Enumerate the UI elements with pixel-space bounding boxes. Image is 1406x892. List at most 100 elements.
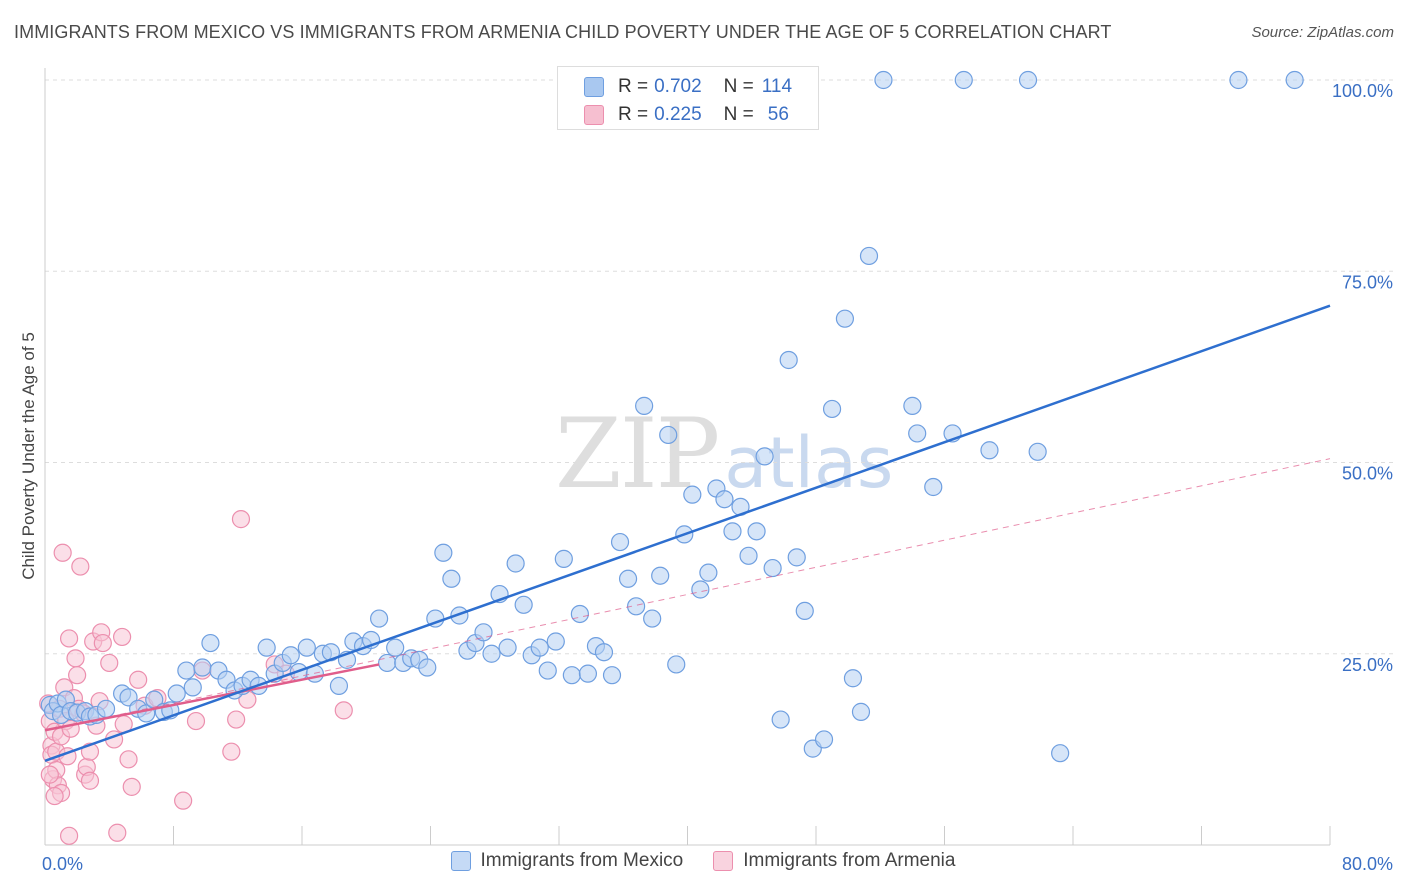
point-mexico — [715, 490, 734, 509]
point-mexico — [554, 549, 573, 568]
stats-swatch-mexico — [584, 77, 604, 97]
point-mexico — [843, 669, 863, 688]
point-mexico — [201, 633, 220, 653]
point-mexico — [193, 658, 212, 677]
point-armenia — [227, 710, 246, 729]
point-mexico — [442, 569, 461, 588]
stats-legend-box: R = 0.702 N = 114 R = 0.225 N = 56 — [557, 66, 819, 130]
source-text: Source: ZipAtlas.com — [1251, 24, 1394, 41]
point-mexico — [1051, 744, 1070, 763]
legend-label-mexico: Immigrants from Mexico — [480, 850, 684, 871]
point-mexico — [530, 638, 549, 657]
point-mexico — [386, 638, 405, 657]
point-mexico — [482, 644, 501, 663]
point-mexico — [980, 441, 999, 460]
point-mexico — [329, 676, 349, 695]
point-mexico — [739, 546, 758, 565]
point-armenia — [108, 823, 127, 842]
point-armenia — [122, 777, 141, 796]
point-mexico — [851, 702, 871, 721]
point-mexico — [1229, 70, 1248, 90]
point-armenia — [119, 750, 138, 769]
point-mexico — [822, 399, 842, 419]
point-mexico — [1018, 70, 1038, 90]
point-mexico — [771, 710, 790, 729]
point-mexico — [370, 609, 389, 628]
y-tick-label-25: 25.0% — [1342, 655, 1393, 675]
point-armenia — [222, 742, 241, 761]
point-mexico — [908, 424, 927, 443]
point-mexico — [814, 730, 834, 749]
point-mexico — [626, 597, 646, 616]
y-tick-label-75: 75.0% — [1342, 272, 1393, 292]
point-mexico — [257, 638, 276, 657]
point-mexico — [281, 646, 300, 665]
point-armenia — [100, 653, 119, 673]
point-armenia — [59, 629, 79, 648]
point-mexico — [747, 522, 766, 541]
point-mexico — [635, 396, 654, 415]
point-mexico — [667, 655, 686, 674]
point-mexico — [954, 70, 973, 90]
point-mexico — [618, 569, 638, 588]
stats-r-value-mexico: 0.702 — [654, 76, 702, 97]
point-mexico — [763, 558, 782, 578]
point-mexico — [683, 485, 702, 504]
stats-r-label: R = — [618, 76, 649, 97]
legend-swatch-mexico — [450, 851, 471, 871]
point-mexico — [562, 666, 581, 685]
legend-item-armenia: Immigrants from Armenia — [713, 850, 955, 872]
legend-label-armenia: Immigrants from Armenia — [743, 850, 956, 871]
point-mexico — [1285, 70, 1304, 90]
point-mexico — [594, 643, 614, 662]
point-mexico — [434, 543, 453, 562]
point-mexico — [610, 532, 630, 552]
point-mexico — [96, 699, 116, 718]
legend-item-mexico: Immigrants from Mexico — [450, 850, 684, 872]
x-tick-label-min: 0.0% — [42, 854, 83, 874]
stats-n-value-mexico: 114 — [761, 76, 793, 97]
chart-title: IMMIGRANTS FROM MEXICO VS IMMIGRANTS FRO… — [14, 22, 1112, 42]
point-mexico — [570, 604, 589, 624]
point-mexico — [723, 522, 742, 541]
point-mexico — [699, 563, 718, 582]
point-mexico — [498, 638, 517, 657]
stats-n-label: N = — [723, 76, 754, 97]
stats-n-value-armenia: 56 — [767, 104, 789, 125]
legend-swatch-armenia — [713, 851, 734, 871]
point-mexico — [755, 447, 774, 466]
point-mexico — [578, 664, 598, 683]
point-armenia — [112, 627, 132, 647]
x-tick-label-max: 80.0% — [1342, 854, 1393, 874]
point-mexico — [514, 595, 533, 614]
stats-r-value-armenia: 0.225 — [654, 104, 702, 125]
y-tick-label-50: 50.0% — [1342, 464, 1393, 484]
bottom-legend: Immigrants from Mexico Immigrants from A… — [0, 850, 1406, 872]
point-mexico — [418, 658, 437, 677]
point-armenia — [186, 711, 206, 731]
point-armenia — [174, 791, 193, 810]
point-armenia — [59, 826, 79, 845]
stats-r-label: R = — [618, 104, 649, 125]
point-mexico — [787, 548, 806, 567]
stats-row-armenia: R = 0.225 N = 56 — [584, 100, 789, 130]
point-mexico — [167, 684, 186, 703]
point-mexico — [297, 638, 316, 657]
point-mexico — [643, 609, 662, 628]
point-mexico — [602, 666, 622, 685]
point-armenia — [40, 765, 59, 784]
point-mexico — [659, 425, 678, 445]
point-mexico — [859, 246, 879, 266]
point-armenia — [129, 670, 148, 689]
stats-row-mexico: R = 0.702 N = 114 — [584, 72, 792, 102]
y-axis-label: Child Poverty Under the Age of 5 — [19, 332, 38, 580]
point-armenia — [45, 786, 64, 806]
y-tick-label-100: 100.0% — [1332, 81, 1393, 101]
point-mexico — [177, 661, 196, 680]
point-mexico — [183, 678, 202, 697]
trend-line-mexico — [44, 304, 1331, 763]
point-armenia — [53, 543, 72, 562]
point-mexico — [924, 477, 943, 497]
stats-n-label: N = — [723, 104, 754, 125]
